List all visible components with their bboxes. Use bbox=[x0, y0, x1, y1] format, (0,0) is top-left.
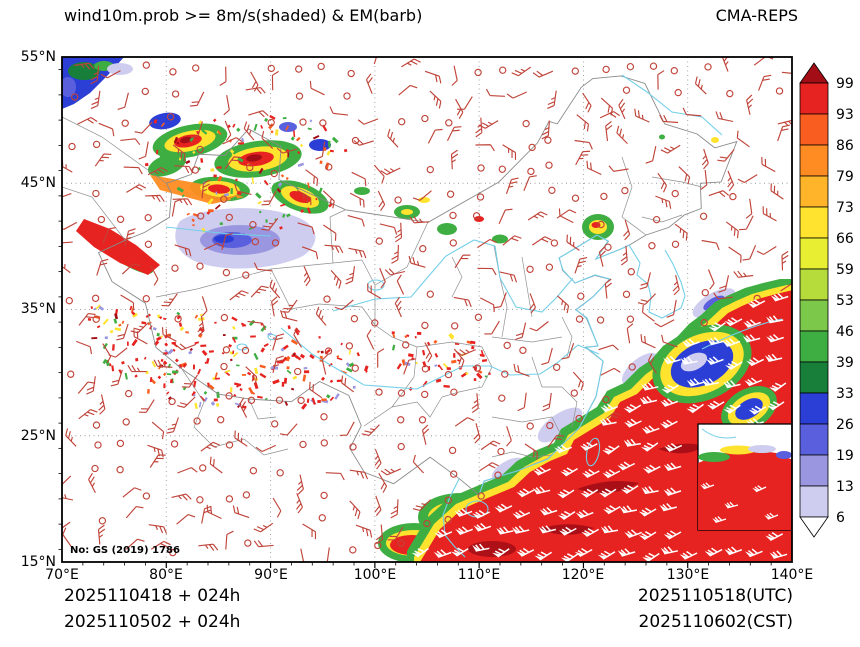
map-area: No: GS (2019) 1786 bbox=[62, 57, 792, 562]
valid-time-utc: 2025110518(UTC) bbox=[637, 586, 793, 606]
valid-time-cst: 2025110602(CST) bbox=[638, 612, 793, 632]
license-number-watermark: No: GS (2019) 1786 bbox=[70, 545, 180, 556]
geography-layer bbox=[62, 74, 783, 558]
colorbar-tick-label: 66 bbox=[836, 231, 854, 247]
colorbar-tick-label: 79 bbox=[836, 169, 854, 185]
lon-tick-label: 70°E bbox=[45, 567, 79, 583]
colorbar-tick-label: 33 bbox=[836, 386, 854, 402]
lat-tick-label: 25°N bbox=[20, 428, 56, 444]
colorbar: 99 93 86 79 73 66 59 53 46 39 33 26 19 13 6 bbox=[799, 62, 854, 538]
lat-tick-label: 55°N bbox=[20, 49, 56, 65]
lon-tick-label: 90°E bbox=[254, 567, 288, 583]
strong-wind-barbs-layer bbox=[411, 292, 789, 562]
lon-tick-label: 110°E bbox=[457, 567, 501, 583]
lat-tick-label: 35°N bbox=[20, 301, 56, 317]
colorbar-tick-label: 39 bbox=[836, 355, 854, 371]
colorbar-tick-label: 53 bbox=[836, 293, 854, 309]
lat-tick-label: 45°N bbox=[20, 175, 56, 191]
lon-tick-label: 100°E bbox=[353, 567, 397, 583]
lon-tick-label: 140°E bbox=[770, 567, 814, 583]
colorbar-tick-label: 99 bbox=[836, 76, 854, 92]
model-name: CMA-REPS bbox=[715, 6, 798, 25]
province-boundaries bbox=[62, 116, 703, 458]
colorbar-tick-label: 59 bbox=[836, 262, 854, 278]
colorbar-tick-label: 93 bbox=[836, 107, 854, 123]
colorbar-tick-label: 6 bbox=[836, 510, 845, 526]
lon-tick-label: 130°E bbox=[666, 567, 710, 583]
wind-barbs-layer bbox=[62, 57, 792, 562]
lon-tick-label: 120°E bbox=[561, 567, 605, 583]
terrain-speckle-layer bbox=[87, 114, 491, 410]
colorbar-tick-label: 19 bbox=[836, 448, 854, 464]
chart-title: wind10m.prob >= 8m/s(shaded) & EM(barb) bbox=[64, 6, 423, 25]
map-frame bbox=[61, 56, 793, 563]
south-china-sea-inset bbox=[697, 423, 792, 531]
colorbar-tick-label: 13 bbox=[836, 479, 854, 495]
colorbar-tick-label: 86 bbox=[836, 138, 854, 154]
colorbar-tick-label: 73 bbox=[836, 200, 854, 216]
lon-tick-label: 80°E bbox=[149, 567, 183, 583]
init-time-utc: 2025110418 + 024h bbox=[64, 586, 241, 606]
lat-tick-label: 15°N bbox=[20, 554, 56, 570]
init-time-cst: 2025110502 + 024h bbox=[64, 612, 241, 632]
colorbar-tick-label: 26 bbox=[836, 417, 854, 433]
colorbar-tick-label: 46 bbox=[836, 324, 854, 340]
